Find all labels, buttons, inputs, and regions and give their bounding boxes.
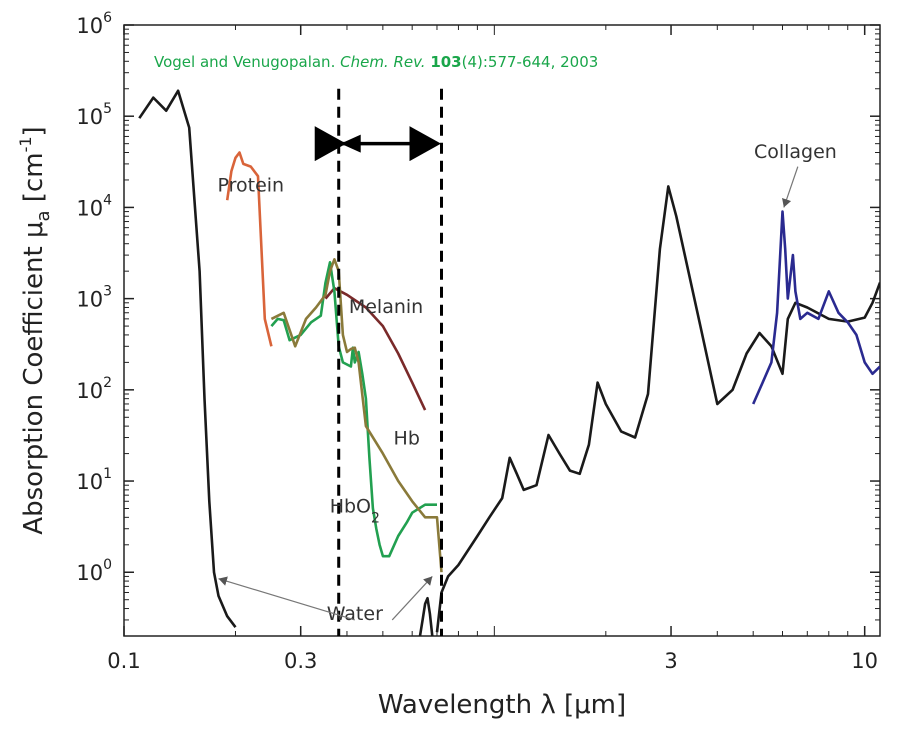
x-tick-label: 0.1 <box>107 649 140 673</box>
series-protein-line <box>225 151 273 347</box>
citation-rest: (4):577-644, 2003 <box>462 53 599 71</box>
y-tick-label: 100 <box>76 557 112 585</box>
x-tick-label: 0.3 <box>284 649 317 673</box>
annotation-protein: Protein <box>218 174 285 196</box>
citation: Vogel and Venugopalan. Chem. Rev. 103(4)… <box>154 53 598 71</box>
citation-journal: Chem. Rev. <box>340 53 430 71</box>
x-tick-label: 3 <box>664 649 677 673</box>
annotation-arrow <box>391 576 433 621</box>
citation-volume: 103 <box>430 53 461 71</box>
annotation-layer: Protein Melanin Hb HbO2 Water Collagen <box>218 141 837 625</box>
y-tick-label: 104 <box>76 192 112 220</box>
annotation-arrow <box>782 166 799 208</box>
annotation-water: Water <box>327 603 383 625</box>
annotation-arrow <box>218 576 355 621</box>
ticks-layer: 0.1 0.3 3 10 100 101 102 103 104 105 106 <box>76 10 880 673</box>
series-hb-line <box>270 258 443 573</box>
window-layer <box>314 88 444 636</box>
series-water-line <box>435 185 880 633</box>
y-axis-title: Absorption Coefficient μa [cm-1] <box>16 126 54 534</box>
annotation-hb: Hb <box>394 428 420 450</box>
series-water-line <box>418 596 434 636</box>
x-axis-title: Wavelength λ [μm] <box>378 690 626 720</box>
y-tick-label: 106 <box>76 10 112 38</box>
series-water-line <box>138 89 237 628</box>
y-tick-label: 103 <box>76 284 112 312</box>
series-layer <box>138 89 880 636</box>
window-arrow-left-head <box>340 134 361 153</box>
series-melanin-line <box>324 286 427 411</box>
citation-authors: Vogel and Venugopalan. <box>154 53 340 71</box>
annotation-collagen: Collagen <box>754 141 837 163</box>
y-tick-label: 102 <box>76 375 112 403</box>
y-tick-label: 105 <box>76 101 112 129</box>
annotation-melanin: Melanin <box>349 296 423 318</box>
plot-frame <box>123 24 881 637</box>
annotation-hbo: HbO2 <box>330 496 380 527</box>
series-collagen-line <box>752 210 880 405</box>
window-arrow-right-head <box>419 134 440 153</box>
series-hbo2-line <box>270 261 437 558</box>
y-tick-label: 101 <box>76 466 112 494</box>
x-tick-label: 10 <box>851 649 878 673</box>
